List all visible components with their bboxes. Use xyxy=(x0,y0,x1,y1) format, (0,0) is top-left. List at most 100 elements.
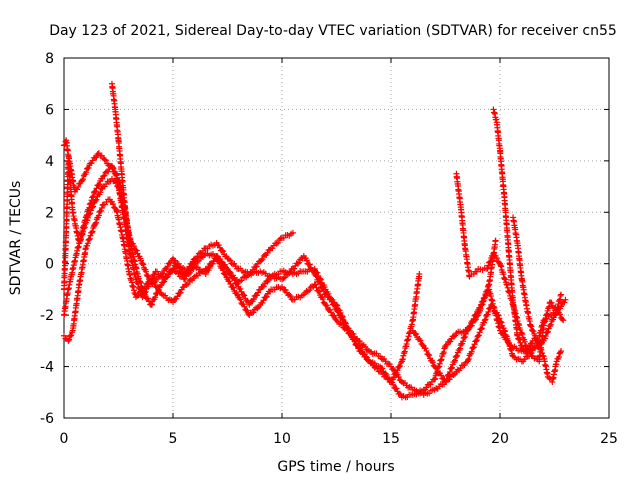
y-tick-label: 6 xyxy=(45,102,54,118)
data-point-interp xyxy=(309,267,316,274)
data-point-interp xyxy=(241,292,248,299)
data-point-interp xyxy=(426,352,433,359)
data-point xyxy=(514,332,521,339)
data-point-interp xyxy=(205,263,212,270)
data-point-interp xyxy=(95,212,102,219)
data-point-interp xyxy=(476,329,483,336)
data-point-interp xyxy=(177,289,184,296)
data-point-interp xyxy=(260,297,267,304)
data-point-interp xyxy=(110,201,117,208)
data-point-interp xyxy=(313,273,320,280)
x-tick-label: 20 xyxy=(491,431,509,447)
data-point-interp xyxy=(244,307,251,314)
data-point-interp xyxy=(382,358,389,365)
data-point-interp xyxy=(411,330,418,337)
data-point-interp xyxy=(465,357,472,364)
data-point-interp xyxy=(254,305,261,312)
data-point-interp xyxy=(337,320,344,327)
data-point-interp xyxy=(109,164,116,171)
data-point-interp xyxy=(493,255,500,262)
data-point-interp xyxy=(183,281,190,288)
data-point-interp xyxy=(379,365,386,372)
data-point-interp xyxy=(84,240,91,247)
data-point-interp xyxy=(273,240,280,247)
y-tick-label: 4 xyxy=(45,154,54,170)
series-track-c xyxy=(61,196,423,385)
data-point-interp xyxy=(186,277,193,284)
data-point-interp xyxy=(287,268,294,275)
data-point-interp xyxy=(227,257,234,264)
y-tick-label: -2 xyxy=(40,308,54,324)
data-point-interp xyxy=(258,257,265,264)
data-point-interp xyxy=(397,359,404,366)
data-point-interp xyxy=(259,283,266,290)
data-point-interp xyxy=(478,325,485,332)
data-point-interp xyxy=(475,332,482,339)
data-point-interp xyxy=(174,293,181,300)
data-point-interp xyxy=(184,280,191,287)
data-point-interp xyxy=(489,303,496,310)
data-point-interp xyxy=(164,263,171,270)
data-point-interp xyxy=(484,265,491,272)
data-point-interp xyxy=(528,350,535,357)
data-point-interp xyxy=(561,299,568,306)
data-point-interp xyxy=(101,156,108,163)
data-point-interp xyxy=(264,249,271,256)
data-point-interp xyxy=(544,328,551,335)
data-point-interp xyxy=(548,299,555,306)
data-point-interp xyxy=(446,376,453,383)
data-point-interp xyxy=(88,160,95,167)
data-point-interp xyxy=(95,182,102,189)
data-point-interp xyxy=(101,172,108,179)
data-point-interp xyxy=(362,343,369,350)
x-tick-label: 25 xyxy=(600,431,618,447)
data-point-interp xyxy=(291,265,298,272)
data-point-interp xyxy=(468,348,475,355)
data-point-interp xyxy=(230,284,237,291)
data-point-interp xyxy=(485,308,492,315)
data-point-interp xyxy=(517,326,524,333)
data-point-interp xyxy=(473,311,480,318)
data-point-interp xyxy=(294,260,301,267)
data-point-interp xyxy=(92,219,99,226)
data-point-interp xyxy=(286,291,293,298)
data-point-interp xyxy=(190,261,197,268)
data-point-interp xyxy=(390,381,397,388)
data-point-interp xyxy=(80,176,87,183)
data-point-interp xyxy=(323,302,330,309)
data-point-interp xyxy=(547,322,554,329)
data-point-interp xyxy=(390,366,397,373)
data-point xyxy=(289,229,296,236)
data-point-interp xyxy=(347,329,354,336)
data-point-interp xyxy=(320,288,327,295)
data-point xyxy=(562,296,569,303)
data-point-interp xyxy=(342,319,349,326)
data-point-interp xyxy=(154,268,161,275)
data-point-interp xyxy=(195,257,202,264)
data-point-interp xyxy=(93,185,100,192)
data-point xyxy=(442,343,449,349)
data-point-interp xyxy=(66,336,73,343)
data-point-interp xyxy=(477,301,484,308)
data-point-interp xyxy=(329,296,336,303)
data-point-interp xyxy=(334,302,341,309)
data-point-interp xyxy=(229,284,236,291)
data-point-interp xyxy=(465,356,472,363)
data-point-interp xyxy=(161,278,168,285)
data-point-interp xyxy=(457,365,464,372)
data-point-interp xyxy=(530,328,537,335)
data-point-interp xyxy=(83,169,90,176)
data-point-interp xyxy=(451,357,458,364)
data-point-interp xyxy=(348,330,355,337)
data-point-interp xyxy=(155,276,162,283)
data-point-interp xyxy=(219,247,226,254)
data-point-interp xyxy=(422,345,429,352)
data-point xyxy=(527,322,534,329)
data-point-interp xyxy=(150,279,157,286)
data-point-interp xyxy=(454,352,461,359)
x-tick-label: 10 xyxy=(273,431,291,447)
data-point-interp xyxy=(466,324,473,331)
data-point-interp xyxy=(386,376,393,383)
data-point-interp xyxy=(396,390,403,397)
